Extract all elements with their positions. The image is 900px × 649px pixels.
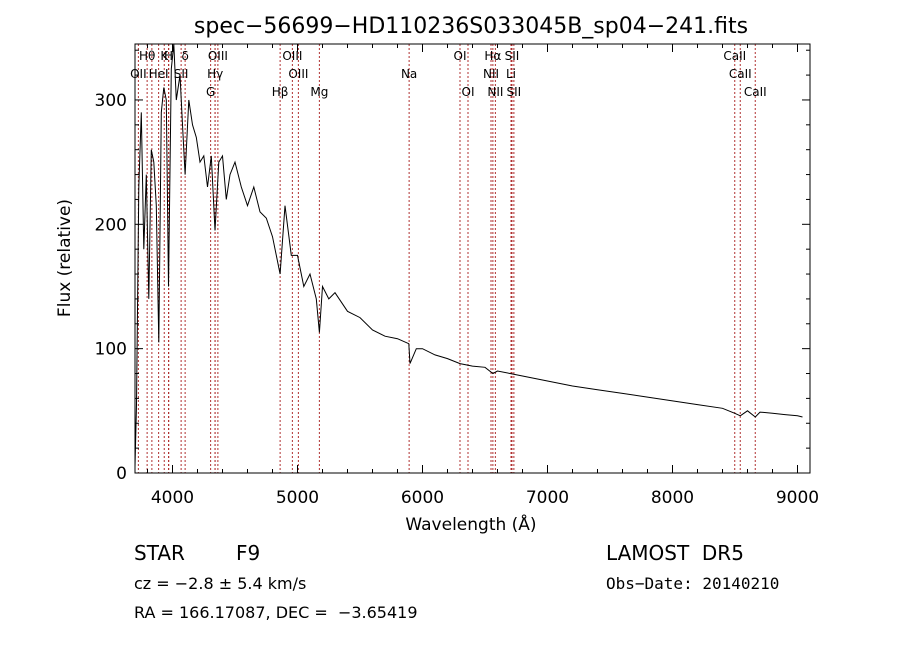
spectral-line-label: OIII	[282, 49, 302, 63]
spectral-line-label: Li	[506, 67, 516, 81]
spectral-line-label: Hθ	[139, 49, 155, 63]
spectral-line-label: G	[206, 85, 215, 99]
survey-name: LAMOST DR5	[606, 541, 744, 565]
x-tick-label: 7000	[526, 488, 569, 508]
spectral-line-label: Hα	[484, 49, 501, 63]
plot-frame	[134, 43, 811, 474]
coordinates: RA = 166.17087, DEC = −3.65419	[134, 603, 418, 622]
spectral-line-markers	[137, 44, 756, 473]
y-axis-label: Flux (relative)	[55, 199, 75, 317]
spectral-line-label: OIII	[208, 49, 228, 63]
spectral-line-label: CaII	[729, 67, 752, 81]
spectral-line-label: HeI	[149, 67, 169, 81]
y-axis-ticks: 0 100 200 300	[95, 49, 810, 484]
x-tick-label: 5000	[276, 488, 319, 508]
y-tick-label: 300	[95, 91, 127, 111]
spectral-line-label: Na	[401, 67, 417, 81]
spectral-line-label: SII	[174, 67, 189, 81]
redshift-velocity: cz = −2.8 ± 5.4 km/s	[134, 574, 306, 593]
observation-date: Obs−Date: 20140210	[606, 574, 779, 593]
spectral-subclass: F9	[236, 541, 260, 565]
x-tick-label: 4000	[151, 488, 194, 508]
y-tick-label: 100	[95, 340, 127, 360]
y-tick-label: 0	[116, 464, 127, 484]
spectrum-series-line	[134, 43, 803, 467]
x-tick-label: 8000	[651, 488, 694, 508]
spectral-line-label: SII	[507, 85, 522, 99]
x-tick-label: 6000	[401, 488, 444, 508]
spectral-line-label: SII	[505, 49, 520, 63]
object-type: STAR	[134, 541, 185, 565]
spectral-line-label: OII	[130, 67, 147, 81]
spectral-line-label: NII	[487, 85, 503, 99]
x-axis-label: Wavelength (Å)	[405, 513, 536, 535]
chart-title: spec−56699−HD110236S033045B_sp04−241.fit…	[194, 14, 748, 39]
spectral-line-label: Hβ	[272, 85, 289, 99]
spectral-line-label: Hγ	[207, 67, 223, 81]
spectral-line-label: Mg	[310, 85, 328, 99]
spectral-line-label: OI	[454, 49, 467, 63]
spectral-line-label: H	[164, 49, 173, 63]
spectral-line-label: CaII	[744, 85, 767, 99]
spectral-line-label: K	[160, 49, 169, 63]
spectral-line-labels: Hθ KH δ OII HeI SII OIII Hγ G OIII OIII Hβ Mg Na OI OI H…	[130, 49, 767, 99]
x-tick-label: 9000	[776, 488, 819, 508]
spectral-line-label: δ	[181, 49, 188, 63]
spectral-line-label: OI	[462, 85, 475, 99]
x-axis-ticks: 4000 5000 6000 7000 8000 9000	[147, 44, 819, 508]
spectral-line-label: NII	[483, 67, 499, 81]
spectral-line-label: OIII	[288, 67, 308, 81]
spectral-line-label: CaII	[723, 49, 746, 63]
y-tick-label: 200	[95, 215, 127, 235]
